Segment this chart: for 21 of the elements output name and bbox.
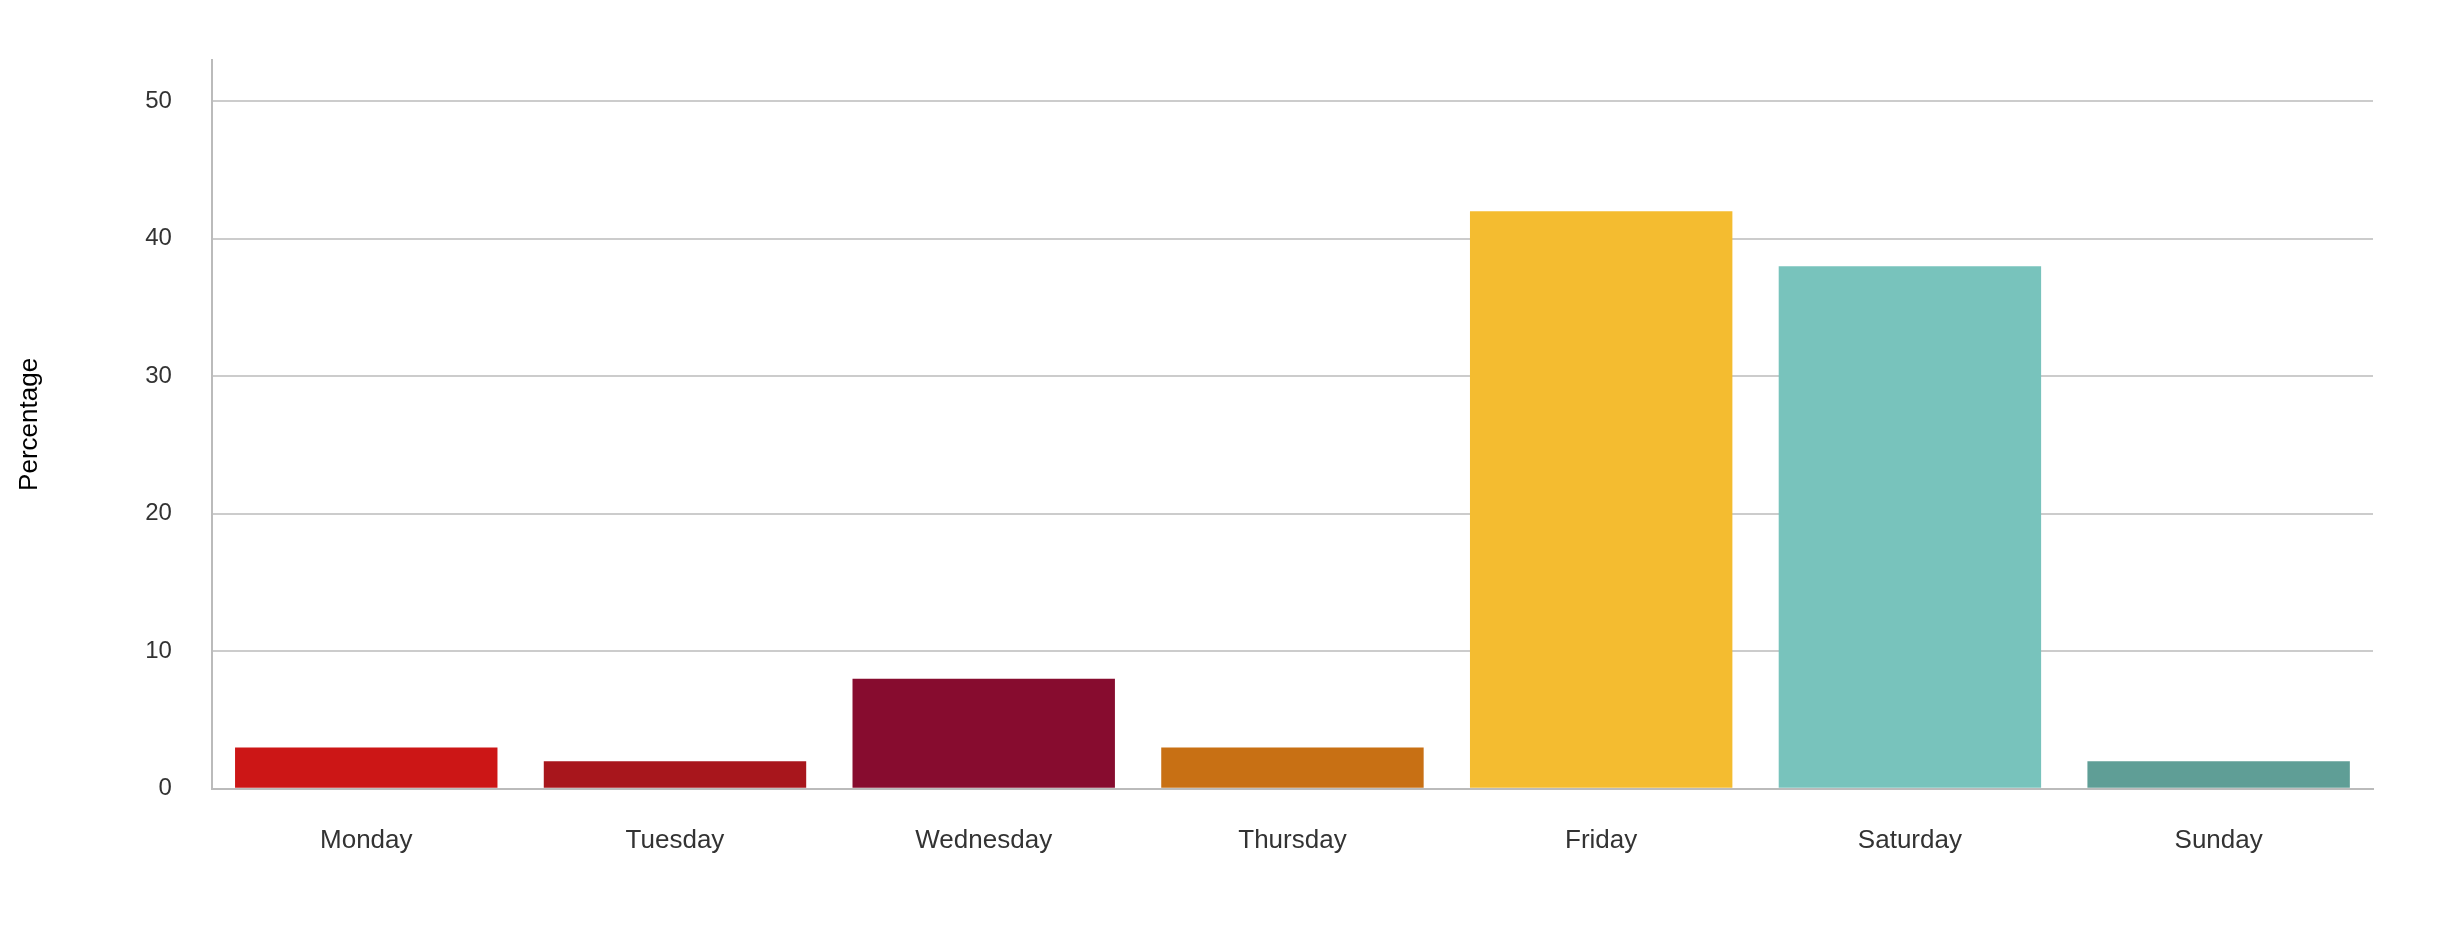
bar (235, 747, 498, 788)
bar (1469, 211, 1733, 788)
x-tick-label: Saturday (1857, 823, 1962, 854)
y-tick-label: 10 (145, 635, 172, 663)
bar (543, 761, 807, 788)
bar (2087, 761, 2350, 788)
bar (1778, 266, 2042, 788)
bar (1161, 747, 1424, 788)
y-tick-label: 20 (145, 498, 172, 526)
x-tick-label: Tuesday (625, 823, 725, 854)
y-tick-label: 50 (145, 85, 172, 113)
y-tick-label: 30 (145, 360, 172, 388)
y-axis-title: Percentage (12, 357, 43, 491)
x-tick-label: Thursday (1238, 823, 1347, 854)
y-tick-label: 0 (158, 773, 172, 801)
x-tick-label: Sunday (2174, 823, 2263, 854)
y-tick-label: 40 (145, 223, 172, 251)
x-tick-label: Friday (1565, 823, 1638, 854)
x-tick-label: Wednesday (915, 823, 1053, 854)
bar (852, 678, 1115, 788)
x-tick-label: Monday (320, 823, 413, 854)
